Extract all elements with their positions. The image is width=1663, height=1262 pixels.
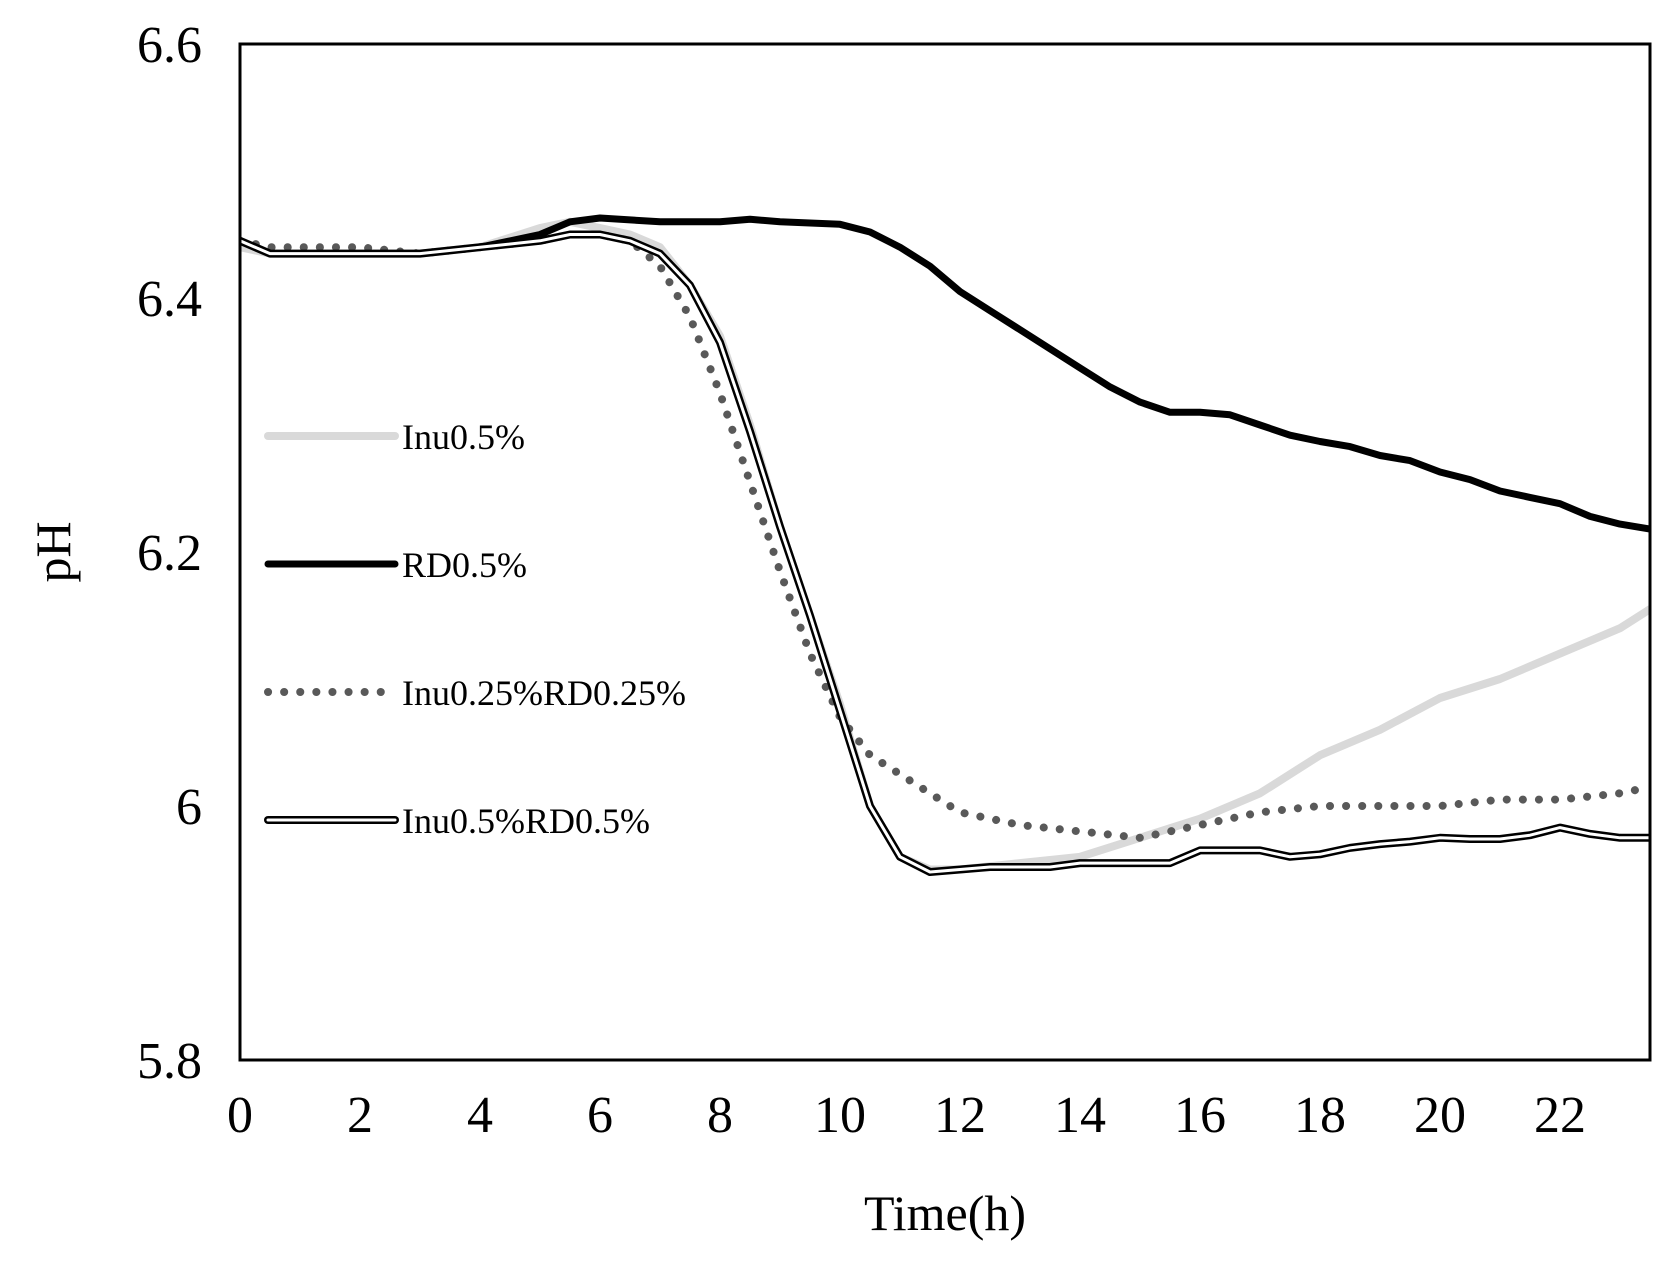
x-tick-label: 12 [934, 1087, 986, 1144]
x-tick-label: 16 [1174, 1087, 1226, 1144]
series-line [240, 230, 1650, 842]
x-tick-label: 6 [587, 1087, 613, 1144]
series-layer [240, 214, 1650, 876]
series-inu0-5-rd0-5- [240, 230, 1650, 876]
x-axis-ticks: 0 2 4 6 8 10 12 14 16 18 20 22 [227, 1087, 1586, 1144]
legend-label: RD0.5% [402, 545, 527, 585]
x-tick-label: 18 [1294, 1087, 1346, 1144]
legend-label: Inu0.5% [402, 417, 525, 457]
x-tick-label: 8 [707, 1087, 733, 1144]
series-line-inner [240, 233, 1650, 874]
legend-entry: Inu0.25%RD0.25% [264, 673, 686, 713]
series-rd0-5- [240, 214, 1650, 533]
y-tick-label: 6.6 [137, 17, 202, 74]
legend: Inu0.5%RD0.5%Inu0.25%RD0.25%Inu0.5%RD0.5… [264, 417, 686, 841]
series-line [240, 214, 1650, 533]
y-tick-label: 6 [176, 779, 202, 836]
y-tick-label: 6.2 [137, 525, 202, 582]
x-tick-label: 10 [814, 1087, 866, 1144]
legend-entry: RD0.5% [264, 545, 527, 585]
x-tick-label: 22 [1534, 1087, 1586, 1144]
series-inu0-25-rd0-25- [240, 230, 1650, 842]
legend-entry: Inu0.5% [264, 417, 525, 457]
x-tick-label: 4 [467, 1087, 493, 1144]
plot-area-frame [238, 42, 1652, 1062]
x-tick-label: 14 [1054, 1087, 1106, 1144]
legend-entry: Inu0.5%RD0.5% [264, 801, 650, 841]
x-tick-label: 20 [1414, 1087, 1466, 1144]
y-axis-title: pH [25, 521, 81, 582]
y-tick-label: 6.4 [137, 271, 202, 328]
x-tick-label: 2 [347, 1087, 373, 1144]
x-axis-title: Time(h) [864, 1185, 1026, 1241]
y-tick-label: 5.8 [137, 1033, 202, 1090]
legend-label: Inu0.25%RD0.25% [402, 673, 686, 713]
legend-label: Inu0.5%RD0.5% [402, 801, 650, 841]
x-tick-label: 0 [227, 1087, 253, 1144]
y-axis-ticks: 5.8 6 6.2 6.4 6.6 [137, 17, 202, 1090]
